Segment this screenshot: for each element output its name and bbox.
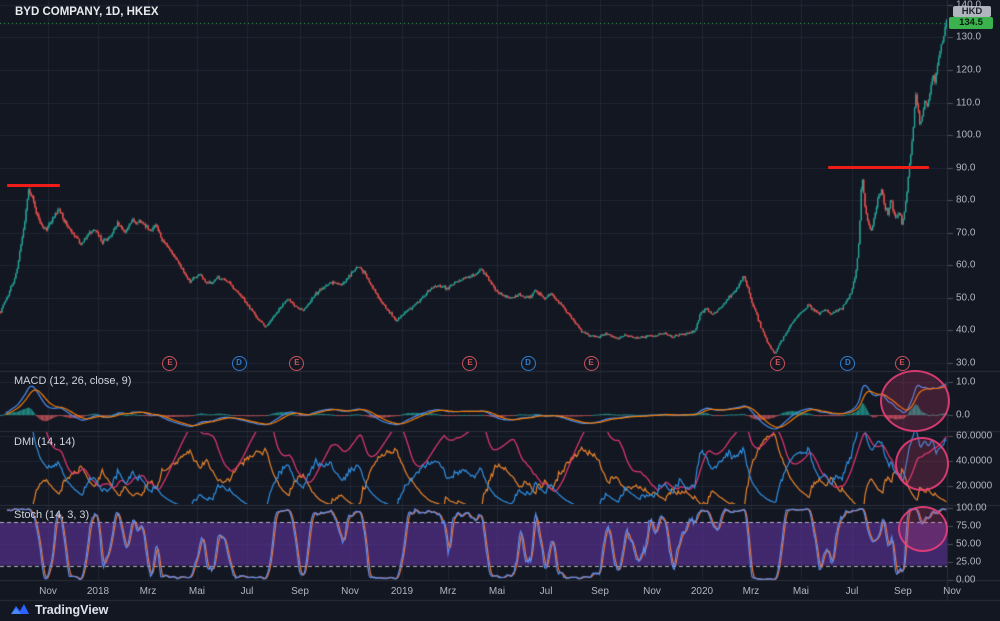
earnings-marker[interactable]: E — [770, 356, 786, 371]
time-axis-label: Nov — [943, 586, 961, 597]
time-axis-label: Sep — [591, 586, 609, 597]
dividend-marker[interactable]: D — [840, 356, 856, 371]
axis-tick: 40.0000 — [956, 455, 993, 467]
time-axis-label: Mrz — [742, 586, 760, 597]
earnings-marker[interactable]: E — [162, 356, 178, 371]
axis-tick: 0.0 — [956, 409, 970, 421]
time-axis-label: Mai — [488, 586, 506, 597]
time-axis-label: 2018 — [86, 586, 110, 597]
time-axis-label: Mai — [792, 586, 810, 597]
dividend-marker[interactable]: D — [231, 356, 247, 371]
time-axis-label: Jul — [845, 586, 859, 597]
axis-tick: 110.0 — [956, 97, 981, 108]
axis-tick: 120.0 — [956, 64, 982, 76]
tradingview-logo[interactable]: TradingView — [10, 602, 108, 617]
axis-tick: 100.00 — [956, 502, 987, 514]
time-axis-label: Nov — [643, 586, 661, 597]
axis-tick: 10.0 — [956, 376, 976, 388]
tradingview-logo-icon — [11, 604, 29, 614]
dmi-pane-label[interactable]: DMI (14, 14) — [14, 436, 76, 448]
time-axis-label: Jul — [539, 586, 553, 597]
time-axis-label: 2019 — [390, 586, 414, 597]
horizontal-trend-line[interactable] — [827, 166, 929, 170]
time-axis-label: Mrz — [139, 586, 157, 597]
earnings-marker[interactable]: E — [894, 356, 910, 371]
earnings-marker[interactable]: E — [583, 356, 599, 371]
axis-tick: 130.0 — [956, 31, 982, 43]
axis-tick: 90.0 — [956, 162, 976, 174]
axis-tick: 50.0 — [956, 292, 976, 304]
time-axis-label: Jul — [240, 586, 254, 597]
axis-tick: 70.0 — [956, 227, 976, 239]
macd-pane-label[interactable]: MACD (12, 26, close, 9) — [14, 375, 132, 387]
axis-tick: 25.00 — [956, 556, 982, 568]
stoch-pane-label[interactable]: Stoch (14, 3, 3) — [14, 509, 90, 521]
axis-tick: 100.0 — [956, 129, 982, 141]
time-axis-label: 2020 — [690, 586, 714, 597]
tradingview-logo-text: TradingView — [35, 602, 109, 617]
time-axis-label: Nov — [341, 586, 359, 597]
highlight-circle[interactable] — [880, 370, 950, 432]
axis-tick: 60.0 — [956, 259, 976, 271]
horizontal-trend-line[interactable] — [7, 184, 61, 187]
time-axis-label: Sep — [291, 586, 309, 597]
axis-tick: 30.0 — [956, 357, 976, 369]
time-axis-label: Mrz — [439, 586, 457, 597]
axis-tick: 75.00 — [956, 520, 982, 532]
axis-tick: 20.0000 — [956, 480, 993, 492]
last-price-chip: 134.5 — [949, 17, 993, 29]
dividend-marker[interactable]: D — [520, 356, 536, 371]
axis-tick: 0.00 — [956, 574, 976, 586]
earnings-marker[interactable]: E — [289, 356, 305, 371]
symbol-title[interactable]: BYD COMPANY, 1D, HKEX — [15, 6, 159, 18]
axis-tick: 50.00 — [956, 538, 982, 550]
time-axis-label: Nov — [39, 586, 57, 597]
axis-tick: 80.0 — [956, 194, 976, 206]
currency-chip[interactable]: HKD — [953, 6, 991, 17]
axis-tick: 140.0 — [956, 0, 981, 10]
axis-tick: 40.0 — [956, 324, 976, 336]
earnings-marker[interactable]: E — [462, 356, 478, 371]
time-axis-label: Sep — [894, 586, 912, 597]
highlight-circle[interactable] — [898, 506, 948, 552]
highlight-circle[interactable] — [895, 437, 949, 491]
axis-tick: 60.0000 — [956, 430, 993, 442]
time-axis-label: Mai — [188, 586, 206, 597]
